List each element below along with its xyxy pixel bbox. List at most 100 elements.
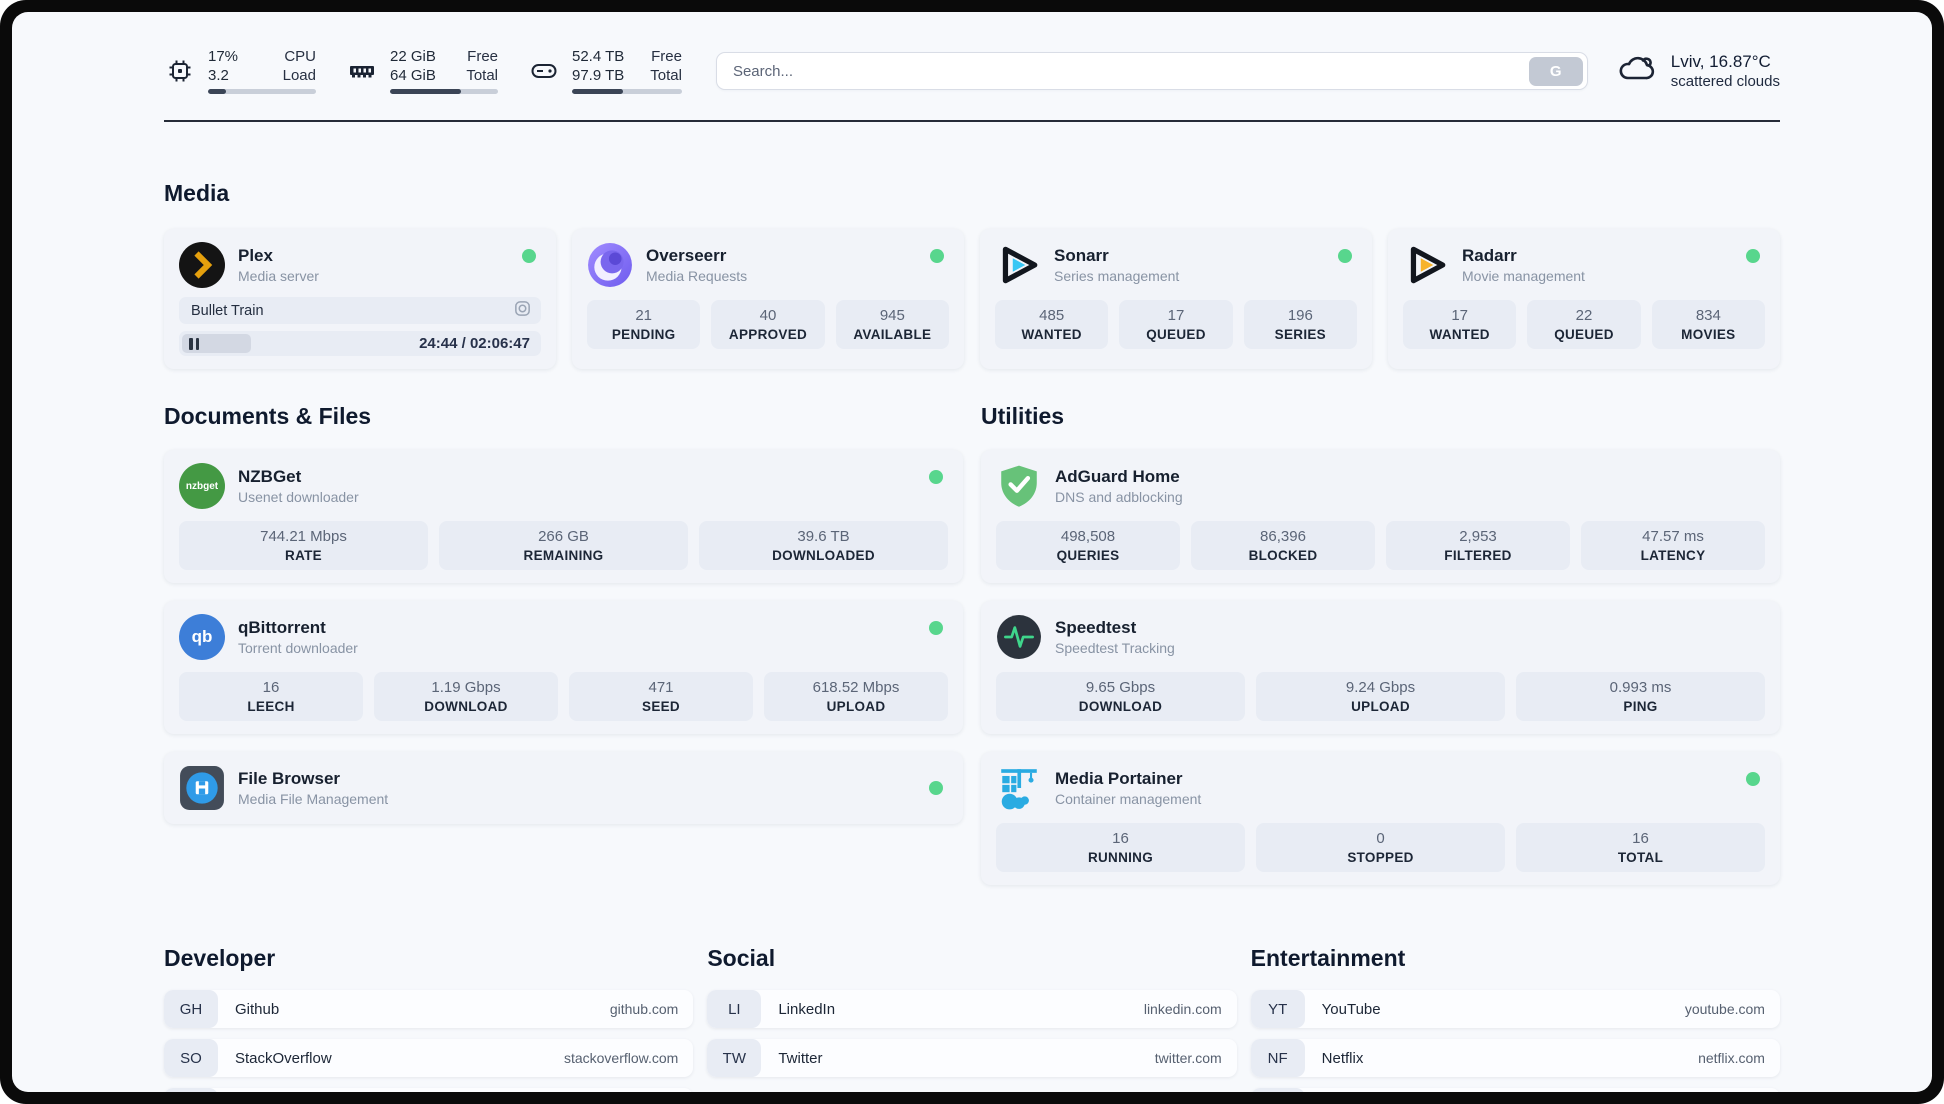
- stat-approved: 40 APPROVED: [711, 300, 825, 349]
- stat-filtered: 2,953 FILTERED: [1386, 521, 1570, 570]
- memory-label-top: Free: [467, 48, 498, 65]
- sonarr-icon: [995, 242, 1041, 288]
- stat-value: 9.65 Gbps: [1085, 679, 1156, 696]
- utilities-column: Utilities AdGuard Home DNS and a: [981, 403, 1780, 885]
- stat-movies: 834 MOVIES: [1651, 300, 1765, 349]
- app-name: Speedtest: [1055, 618, 1137, 637]
- stat-label: RUNNING: [1087, 850, 1154, 865]
- app-card-plex[interactable]: Plex Media server Bullet Train 24:44 / 0…: [164, 229, 556, 369]
- dashboard-page: 17% 3.2 CPU Load: [12, 12, 1932, 1092]
- app-card-adguard[interactable]: AdGuard Home DNS and adblocking 498,508 …: [981, 450, 1780, 583]
- app-card-qbittorrent[interactable]: qb qBittorrent Torrent downloader 16 LEE…: [164, 601, 963, 734]
- stat-leech: 16 LEECH: [179, 672, 363, 721]
- system-widgets: 17% 3.2 CPU Load: [164, 48, 682, 94]
- qbittorrent-icon: qb: [179, 614, 225, 660]
- now-playing-title: Bullet Train: [191, 302, 264, 319]
- stat-value: 618.52 Mbps: [812, 679, 900, 696]
- app-subtitle: Container management: [1055, 791, 1202, 807]
- stat-label: UPLOAD: [826, 699, 886, 714]
- stat-label: DOWNLOAD: [424, 699, 508, 714]
- now-playing-row[interactable]: Bullet Train: [179, 297, 541, 324]
- bookmark-abbr: RE: [1250, 1088, 1305, 1092]
- stat-label: UPLOAD: [1351, 699, 1410, 714]
- section-title-documents: Documents & Files: [164, 403, 372, 429]
- bookmark-github[interactable]: GH Github github.com: [164, 990, 694, 1028]
- stat-label: LEECH: [247, 699, 295, 714]
- bookmark-dev[interactable]: DT DEV dev.to: [164, 1088, 694, 1092]
- stat-value: 17: [1167, 307, 1185, 324]
- adguard-icon: [996, 463, 1042, 509]
- bookmark-netflix[interactable]: NF Netflix netflix.com: [1250, 1039, 1780, 1077]
- stat-value: 17: [1451, 307, 1468, 324]
- bookmark-abbr: YT: [1250, 990, 1305, 1028]
- stat-value: 266 GB: [538, 528, 589, 545]
- disk-free: 52.4 TB: [572, 48, 625, 65]
- app-card-portainer[interactable]: Media Portainer Container management 16 …: [981, 752, 1780, 885]
- pause-button[interactable]: [189, 337, 199, 350]
- app-card-radarr[interactable]: Radarr Movie management 17 WANTED 22 QUE…: [1388, 229, 1780, 369]
- status-dot: [1746, 772, 1760, 786]
- stat-value: 498,508: [1060, 528, 1116, 545]
- app-card-filebrowser[interactable]: File Browser Media File Management: [164, 752, 963, 824]
- memory-icon: [346, 55, 378, 87]
- app-card-overseerr[interactable]: Overseerr Media Requests 21 PENDING 40 A…: [572, 229, 964, 369]
- stat-latency: 47.57 ms LATENCY: [1581, 521, 1765, 570]
- cpu-percent: 17%: [208, 48, 239, 65]
- stat-upload: 618.52 Mbps UPLOAD: [764, 672, 948, 721]
- bookmark-name: YouTube: [1321, 1000, 1381, 1018]
- stat-value: 1.19 Gbps: [431, 679, 501, 696]
- app-card-sonarr[interactable]: Sonarr Series management 485 WANTED 17 Q…: [980, 229, 1372, 369]
- bookmark-url: twitter.com: [1154, 1050, 1222, 1066]
- cpu-widget: 17% 3.2 CPU Load: [164, 48, 316, 94]
- app-card-nzbget[interactable]: nzbget NZBGet Usenet downloader 744.21 M…: [164, 450, 963, 583]
- stat-label: QUEUED: [1146, 327, 1206, 342]
- stat-downloaded: 39.6 TB DOWNLOADED: [699, 521, 948, 570]
- app-subtitle: Media server: [238, 268, 319, 284]
- section-title-media: Media: [164, 180, 230, 206]
- target-icon[interactable]: [513, 299, 532, 323]
- search-input[interactable]: [732, 62, 1529, 80]
- playback-progress-bar[interactable]: 24:44 / 02:06:47: [179, 331, 541, 356]
- overseerr-icon: [587, 242, 633, 288]
- bookmark-url: youtube.com: [1684, 1001, 1765, 1017]
- stat-label: TOTAL: [1617, 850, 1664, 865]
- stat-value: 16: [1112, 830, 1129, 847]
- stat-queries: 498,508 QUERIES: [996, 521, 1180, 570]
- bookmark-stackoverflow[interactable]: SO StackOverflow stackoverflow.com: [164, 1039, 694, 1077]
- stat-value: 86,396: [1260, 528, 1306, 545]
- stat-total: 16 TOTAL: [1516, 823, 1765, 872]
- bookmark-url: stackoverflow.com: [563, 1050, 679, 1066]
- disk-progress-bar: [572, 89, 682, 94]
- social-group: Social LI LinkedIn linkedin.com TW Twitt…: [707, 945, 1237, 1092]
- entertainment-group: Entertainment YT YouTube youtube.com NF …: [1250, 945, 1780, 1092]
- stat-series: 196 SERIES: [1243, 300, 1357, 349]
- portainer-icon: [996, 765, 1042, 811]
- cloud-icon: [1616, 51, 1658, 92]
- bookmark-url: linkedin.com: [1143, 1001, 1222, 1017]
- stat-label: DOWNLOADED: [772, 548, 875, 563]
- app-name: Overseerr: [646, 246, 727, 265]
- search-engine-button[interactable]: G: [1528, 56, 1583, 86]
- stat-label: SERIES: [1274, 327, 1326, 342]
- app-subtitle: Media File Management: [238, 791, 389, 807]
- stat-blocked: 86,396 BLOCKED: [1191, 521, 1375, 570]
- app-name: Sonarr: [1054, 246, 1109, 265]
- stat-label: WANTED: [1429, 327, 1490, 342]
- stat-label: REMAINING: [523, 548, 604, 563]
- bookmark-youtube[interactable]: YT YouTube youtube.com: [1250, 990, 1780, 1028]
- top-bar: 17% 3.2 CPU Load: [164, 48, 1780, 94]
- bookmark-twitter[interactable]: TW Twitter twitter.com: [707, 1039, 1237, 1077]
- status-dot: [1746, 249, 1760, 263]
- app-name: NZBGet: [238, 467, 302, 486]
- disk-icon: [528, 55, 560, 87]
- app-card-speedtest[interactable]: Speedtest Speedtest Tracking 9.65 Gbps D…: [981, 601, 1780, 734]
- stat-value: 22: [1575, 307, 1593, 324]
- stat-label: SEED: [642, 699, 680, 714]
- stat-value: 0.993 ms: [1609, 679, 1672, 696]
- cpu-progress-bar: [208, 89, 316, 94]
- memory-label-bottom: Total: [466, 67, 498, 84]
- bookmark-reddit[interactable]: RE Reddit reddit.com: [1250, 1088, 1780, 1092]
- app-subtitle: Speedtest Tracking: [1055, 640, 1175, 656]
- cpu-progress-fill: [208, 89, 227, 94]
- bookmark-linkedin[interactable]: LI LinkedIn linkedin.com: [707, 990, 1237, 1028]
